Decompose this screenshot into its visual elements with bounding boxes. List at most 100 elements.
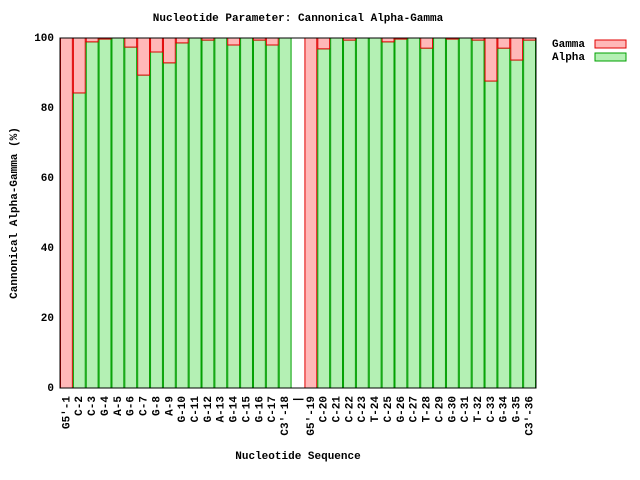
- bar-segment: [381, 37, 395, 43]
- bar-segment: [150, 51, 163, 389]
- y-tick-label: 40: [41, 243, 54, 255]
- bar-segment: [523, 39, 536, 389]
- x-tick-label: C-27: [409, 396, 421, 422]
- bar-segment: [433, 37, 446, 389]
- x-tick-label: C-20: [319, 396, 331, 422]
- legend-label: Gamma: [552, 39, 585, 51]
- bar-segment: [85, 37, 99, 43]
- bar-segment: [162, 62, 176, 389]
- x-tick-label: C-3: [87, 396, 99, 416]
- x-tick-label: C-22: [344, 396, 356, 422]
- bar-segment: [343, 39, 356, 389]
- x-tick-label: C-33: [486, 396, 498, 423]
- bar-segment: [72, 37, 86, 94]
- bar-segment: [227, 37, 241, 46]
- chart-title: Nucleotide Parameter: Cannonical Alpha-G…: [153, 13, 444, 25]
- bar-segment: [278, 37, 292, 389]
- legend-swatch: [594, 52, 627, 62]
- bar-segment: [137, 74, 151, 389]
- x-tick-label: T-32: [473, 396, 485, 422]
- x-tick-label: C-25: [383, 396, 395, 423]
- bar-segment: [60, 37, 73, 389]
- x-tick-label: G-12: [203, 396, 215, 422]
- bar-segment: [201, 39, 215, 389]
- x-tick-label: G-35: [512, 396, 524, 423]
- bar-segment: [265, 37, 279, 46]
- bar-segment: [240, 37, 253, 389]
- bar-segment: [407, 37, 421, 389]
- bar-segment: [458, 37, 472, 389]
- bar-segment: [124, 46, 138, 389]
- plot-frame: [59, 37, 537, 389]
- bar-segment: [227, 44, 241, 389]
- bar-segment: [330, 37, 344, 389]
- bar-segment: [317, 37, 331, 50]
- x-tick-label: G-6: [126, 396, 138, 416]
- x-tick-label: C-7: [139, 396, 151, 416]
- y-tick-label: 0: [47, 383, 54, 395]
- x-tick-label: C3'-36: [524, 396, 536, 436]
- bar-segment: [445, 38, 459, 389]
- x-tick-label: G-26: [396, 396, 408, 422]
- bar-segment: [420, 47, 434, 389]
- x-tick-label: A-9: [164, 396, 176, 416]
- x-tick-label: G5'-19: [306, 396, 318, 436]
- bar-segment: [471, 39, 485, 389]
- x-tick-label: C-17: [267, 396, 279, 422]
- y-tick-label: 80: [41, 103, 54, 115]
- bar-segment: [124, 37, 138, 48]
- bar-segment: [150, 37, 163, 53]
- x-tick-label: C-21: [332, 396, 344, 423]
- legend-label: Alpha: [552, 52, 585, 64]
- bar-segment: [98, 38, 112, 389]
- bar-segment: [484, 80, 498, 389]
- x-tick-label: G-16: [254, 396, 266, 422]
- bar-segment: [394, 38, 408, 389]
- bar-segment: [381, 41, 395, 389]
- bar-segment: [510, 37, 524, 61]
- bar-segment: [111, 37, 125, 389]
- x-tick-label: A-5: [113, 396, 125, 416]
- x-tick-label: C-23: [357, 396, 369, 423]
- x-tick-label: C-2: [74, 396, 86, 416]
- bar-segment: [162, 37, 176, 64]
- bar-segment: [214, 37, 228, 389]
- x-tick-label: C-29: [434, 396, 446, 422]
- x-tick-label: C-11: [190, 396, 202, 423]
- bar-segment: [188, 37, 202, 389]
- y-tick-label: 20: [41, 313, 54, 325]
- bar-segment: [85, 41, 99, 389]
- x-axis-label: Nucleotide Sequence: [235, 451, 361, 463]
- x-tick-label: |: [293, 396, 305, 403]
- bar-segment: [265, 44, 279, 389]
- x-tick-label: G-8: [151, 396, 163, 416]
- x-tick-label: C-31: [460, 396, 472, 423]
- x-tick-label: G5'-1: [61, 396, 73, 429]
- bar-segment: [175, 37, 189, 44]
- x-tick-label: G-34: [499, 396, 511, 423]
- x-tick-label: C3'-18: [280, 396, 292, 436]
- bar-segment: [497, 47, 511, 389]
- bar-segment: [72, 92, 86, 389]
- y-axis-label: Cannonical Alpha-Gamma (%): [9, 127, 21, 299]
- bar-segment: [510, 59, 524, 389]
- x-tick-label: A-13: [216, 396, 228, 423]
- legend-swatch: [594, 39, 627, 49]
- bar-segment: [497, 37, 511, 49]
- x-tick-label: G-10: [177, 396, 189, 422]
- y-tick-label: 60: [41, 173, 54, 185]
- x-tick-label: C-15: [241, 396, 253, 423]
- bar-segment: [368, 37, 382, 389]
- x-tick-label: G-14: [229, 396, 241, 423]
- bar-segment: [317, 48, 331, 389]
- bar-segment: [304, 37, 318, 389]
- bar-segment: [355, 37, 369, 389]
- y-tick-label: 100: [34, 33, 54, 45]
- x-tick-label: G-30: [447, 396, 459, 422]
- bar-segment: [175, 42, 189, 389]
- x-tick-label: T-28: [422, 396, 434, 423]
- x-tick-label: T-24: [370, 396, 382, 423]
- bar-segment: [252, 39, 266, 389]
- bar-segment: [484, 37, 498, 82]
